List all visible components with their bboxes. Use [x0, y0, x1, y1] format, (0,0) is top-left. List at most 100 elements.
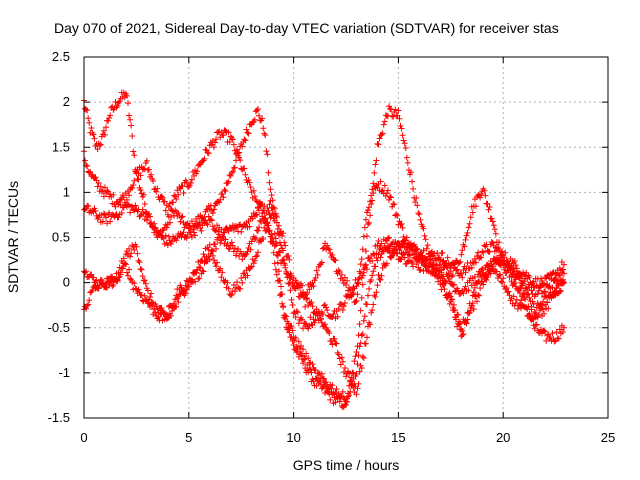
data-point [359, 353, 366, 360]
data-point [397, 122, 404, 129]
data-point [175, 299, 182, 306]
data-point [462, 317, 469, 324]
data-point [459, 247, 466, 254]
data-point [448, 273, 455, 280]
data-point [559, 278, 566, 285]
data-point [82, 269, 89, 276]
data-point [555, 280, 562, 287]
y-tick-label: -1.5 [48, 410, 70, 425]
data-point [476, 292, 483, 299]
data-point [118, 209, 125, 216]
data-point [220, 194, 227, 201]
data-point [227, 292, 234, 299]
data-point [225, 285, 232, 292]
data-point [522, 296, 529, 303]
data-point [449, 282, 456, 289]
data-point [179, 213, 186, 220]
data-point [335, 305, 342, 312]
data-point [237, 285, 244, 292]
data-point [388, 194, 395, 201]
data-point [167, 312, 174, 319]
data-point [470, 289, 477, 296]
data-point [362, 340, 369, 347]
data-point [455, 320, 462, 327]
data-point [318, 370, 325, 377]
data-point [93, 277, 100, 284]
data-point [295, 338, 302, 345]
data-point [164, 242, 171, 249]
data-point [542, 328, 549, 335]
data-point [86, 297, 93, 304]
data-point [367, 212, 374, 219]
data-point [486, 266, 493, 273]
data-point [107, 191, 114, 198]
data-point [444, 272, 451, 279]
data-point [158, 193, 165, 200]
data-point [175, 191, 182, 198]
data-point [480, 272, 487, 279]
data-point [243, 126, 250, 133]
data-point [346, 392, 353, 399]
data-point [379, 187, 386, 194]
data-point [131, 152, 138, 159]
data-point [130, 182, 137, 189]
data-point [353, 283, 360, 290]
data-point [346, 370, 353, 377]
data-point [401, 140, 408, 147]
series-track-5 [81, 200, 567, 408]
data-point [475, 249, 482, 256]
data-point [138, 266, 145, 273]
data-point [510, 293, 517, 300]
data-point [158, 304, 165, 311]
data-point [460, 290, 467, 297]
data-point [329, 313, 336, 320]
data-point [227, 172, 234, 179]
data-point [402, 237, 409, 244]
data-point [423, 245, 430, 252]
data-point [304, 295, 311, 302]
data-point [522, 285, 529, 292]
data-point [540, 306, 547, 313]
data-point [544, 332, 551, 339]
data-point [462, 269, 469, 276]
data-point [231, 245, 238, 252]
data-point [269, 240, 276, 247]
data-point [109, 283, 116, 290]
data-point [294, 284, 301, 291]
data-point [400, 137, 407, 144]
data-point [135, 176, 142, 183]
data-point [300, 346, 307, 353]
data-point [485, 206, 492, 213]
data-point [95, 180, 102, 187]
data-point [446, 300, 453, 307]
data-point [180, 229, 187, 236]
data-point [492, 230, 499, 237]
data-point [486, 248, 493, 255]
data-point [448, 296, 455, 303]
data-point [143, 217, 150, 224]
data-point [307, 314, 314, 321]
y-tick-label: 0 [63, 275, 70, 290]
x-tick-label: 5 [185, 430, 192, 445]
data-point [343, 401, 349, 408]
data-point [470, 306, 477, 313]
data-point [498, 278, 505, 285]
data-point [139, 273, 146, 280]
data-point [442, 278, 449, 285]
data-point [353, 297, 360, 304]
data-point [560, 261, 567, 268]
data-point [522, 275, 529, 282]
data-point [535, 287, 542, 294]
data-point [355, 276, 362, 283]
data-point [349, 369, 356, 376]
data-point [260, 207, 267, 214]
data-point [482, 192, 489, 199]
data-point [313, 306, 320, 313]
data-point [145, 166, 152, 173]
data-point [531, 308, 538, 315]
data-point [317, 260, 324, 267]
data-point [200, 268, 207, 275]
data-point [371, 169, 378, 176]
data-point [324, 383, 331, 390]
